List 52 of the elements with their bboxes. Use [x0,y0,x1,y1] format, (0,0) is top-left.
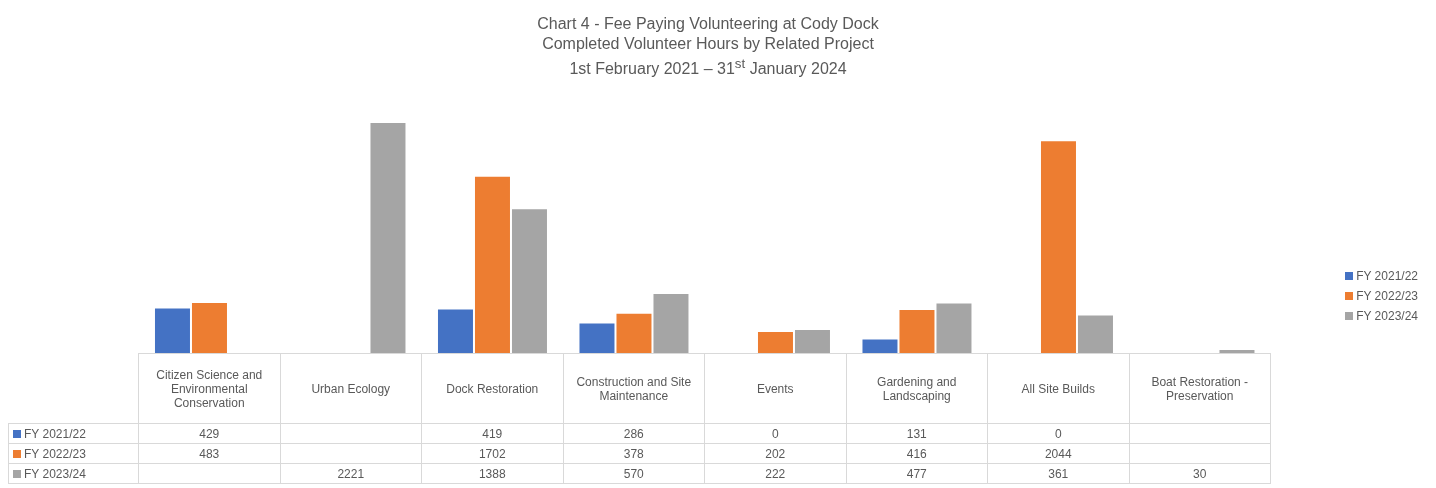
x-tick-label: Citizen Science and Environmental Conservation [138,353,280,424]
bar [653,293,689,353]
legend-label: FY 2021/22 [8,423,139,444]
data-label: 1388 [421,463,563,484]
bar [899,309,935,353]
x-tick-label: All Site Builds [987,353,1129,424]
bar [511,209,547,353]
text: FY 2021/22 [1356,269,1418,283]
bar [757,332,793,353]
bar [579,323,615,353]
data-label: 0 [704,423,846,444]
data-label: 131 [846,423,988,444]
data-label: 477 [846,463,988,484]
legend-label: FY 2022/23 [8,443,139,464]
bar [1077,315,1113,353]
chart-title: Chart 4 - Fee Paying Volunteering at Cody Dock [536,14,880,34]
bar [437,309,473,353]
data-label: 286 [563,423,705,444]
bar [370,123,406,353]
x-tick-label: Boat Restoration - Preservation [1129,353,1271,424]
legend-label: FY 2023/24 [1355,308,1418,325]
data-label: 202 [704,443,846,464]
x-tick-label: Construction and Site Maintenance [563,353,705,424]
data-label: 361 [987,463,1129,484]
bar [936,303,972,353]
bar [1219,349,1255,353]
data-label: 2221 [280,463,422,484]
chart-subtitle: Completed Volunteer Hours by Related Project 1st February 2021 – 31$^{st}$ January 2024 [542,35,874,78]
bar [191,302,227,353]
bar [794,330,830,353]
bar [616,313,652,353]
data-label: 2044 [987,443,1129,464]
data-label: 429 [138,423,280,444]
x-tick-label: Urban Ecology [280,353,422,424]
x-tick-label: Gardening and Landscaping [846,353,988,424]
data-label: 378 [563,443,705,464]
data-label: 483 [138,443,280,464]
text: FY 2023/24 [24,466,86,481]
data-label: 419 [421,423,563,444]
data-label: 30 [1129,463,1271,484]
data-label: 0 [987,423,1129,444]
x-tick-label: Dock Restoration [421,353,563,424]
bar [1040,141,1076,353]
bar [154,308,190,353]
data-label: 222 [704,463,846,484]
data-label: 1702 [421,443,563,464]
x-tick-label: Events [704,353,846,424]
text: FY 2022/23 [1356,289,1418,303]
data-label: 416 [846,443,988,464]
bar [862,339,898,353]
data-label: 570 [563,463,705,484]
bar [474,176,510,353]
